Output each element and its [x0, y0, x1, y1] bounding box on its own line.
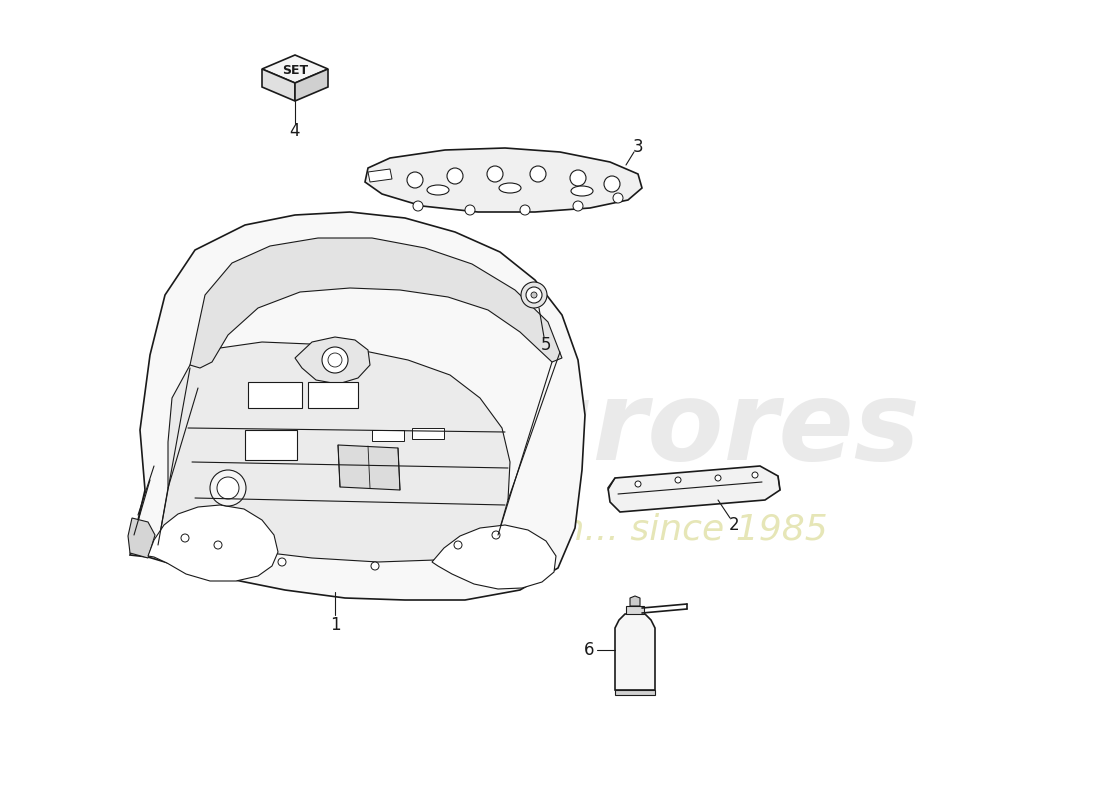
Circle shape [210, 470, 246, 506]
Circle shape [214, 541, 222, 549]
Bar [245, 430, 297, 460]
Polygon shape [365, 148, 642, 212]
Text: 3: 3 [632, 138, 644, 156]
Bar [372, 430, 404, 441]
Circle shape [322, 347, 348, 373]
Polygon shape [615, 614, 654, 690]
Circle shape [604, 176, 620, 192]
Text: a passion... since 1985: a passion... since 1985 [412, 513, 827, 547]
Circle shape [521, 282, 547, 308]
Polygon shape [295, 337, 370, 384]
Circle shape [447, 168, 463, 184]
Circle shape [530, 166, 546, 182]
Circle shape [487, 166, 503, 182]
Text: 1: 1 [330, 616, 340, 634]
Text: SET: SET [282, 65, 308, 78]
Polygon shape [608, 466, 780, 512]
Circle shape [407, 172, 424, 188]
Circle shape [182, 534, 189, 542]
Polygon shape [128, 518, 155, 558]
Circle shape [454, 541, 462, 549]
Circle shape [752, 472, 758, 478]
Ellipse shape [427, 185, 449, 195]
Polygon shape [158, 342, 510, 562]
Polygon shape [626, 606, 644, 614]
Text: 5: 5 [541, 336, 551, 354]
Circle shape [570, 170, 586, 186]
Circle shape [715, 475, 720, 481]
Ellipse shape [499, 183, 521, 193]
Circle shape [613, 193, 623, 203]
Text: eurores: eurores [439, 377, 921, 483]
Polygon shape [630, 596, 640, 606]
Circle shape [412, 201, 424, 211]
Circle shape [465, 205, 475, 215]
Bar [412, 428, 444, 439]
Text: 4: 4 [289, 122, 300, 140]
Circle shape [371, 562, 380, 570]
Circle shape [217, 477, 239, 499]
Polygon shape [190, 238, 562, 368]
Bar [308, 382, 358, 408]
Polygon shape [262, 55, 328, 83]
Circle shape [278, 558, 286, 566]
Circle shape [492, 531, 500, 539]
Circle shape [520, 205, 530, 215]
Polygon shape [148, 505, 278, 581]
Circle shape [573, 201, 583, 211]
Circle shape [635, 481, 641, 487]
Polygon shape [432, 525, 556, 589]
Circle shape [328, 353, 342, 367]
Circle shape [531, 292, 537, 298]
Polygon shape [130, 212, 585, 600]
Bar [248, 382, 302, 408]
Ellipse shape [571, 186, 593, 196]
Text: 6: 6 [584, 641, 594, 659]
Text: 2: 2 [728, 516, 739, 534]
Polygon shape [295, 69, 328, 101]
Polygon shape [262, 69, 295, 101]
Polygon shape [368, 169, 392, 182]
Polygon shape [615, 690, 654, 695]
Polygon shape [338, 445, 400, 490]
Circle shape [675, 477, 681, 483]
Circle shape [526, 287, 542, 303]
